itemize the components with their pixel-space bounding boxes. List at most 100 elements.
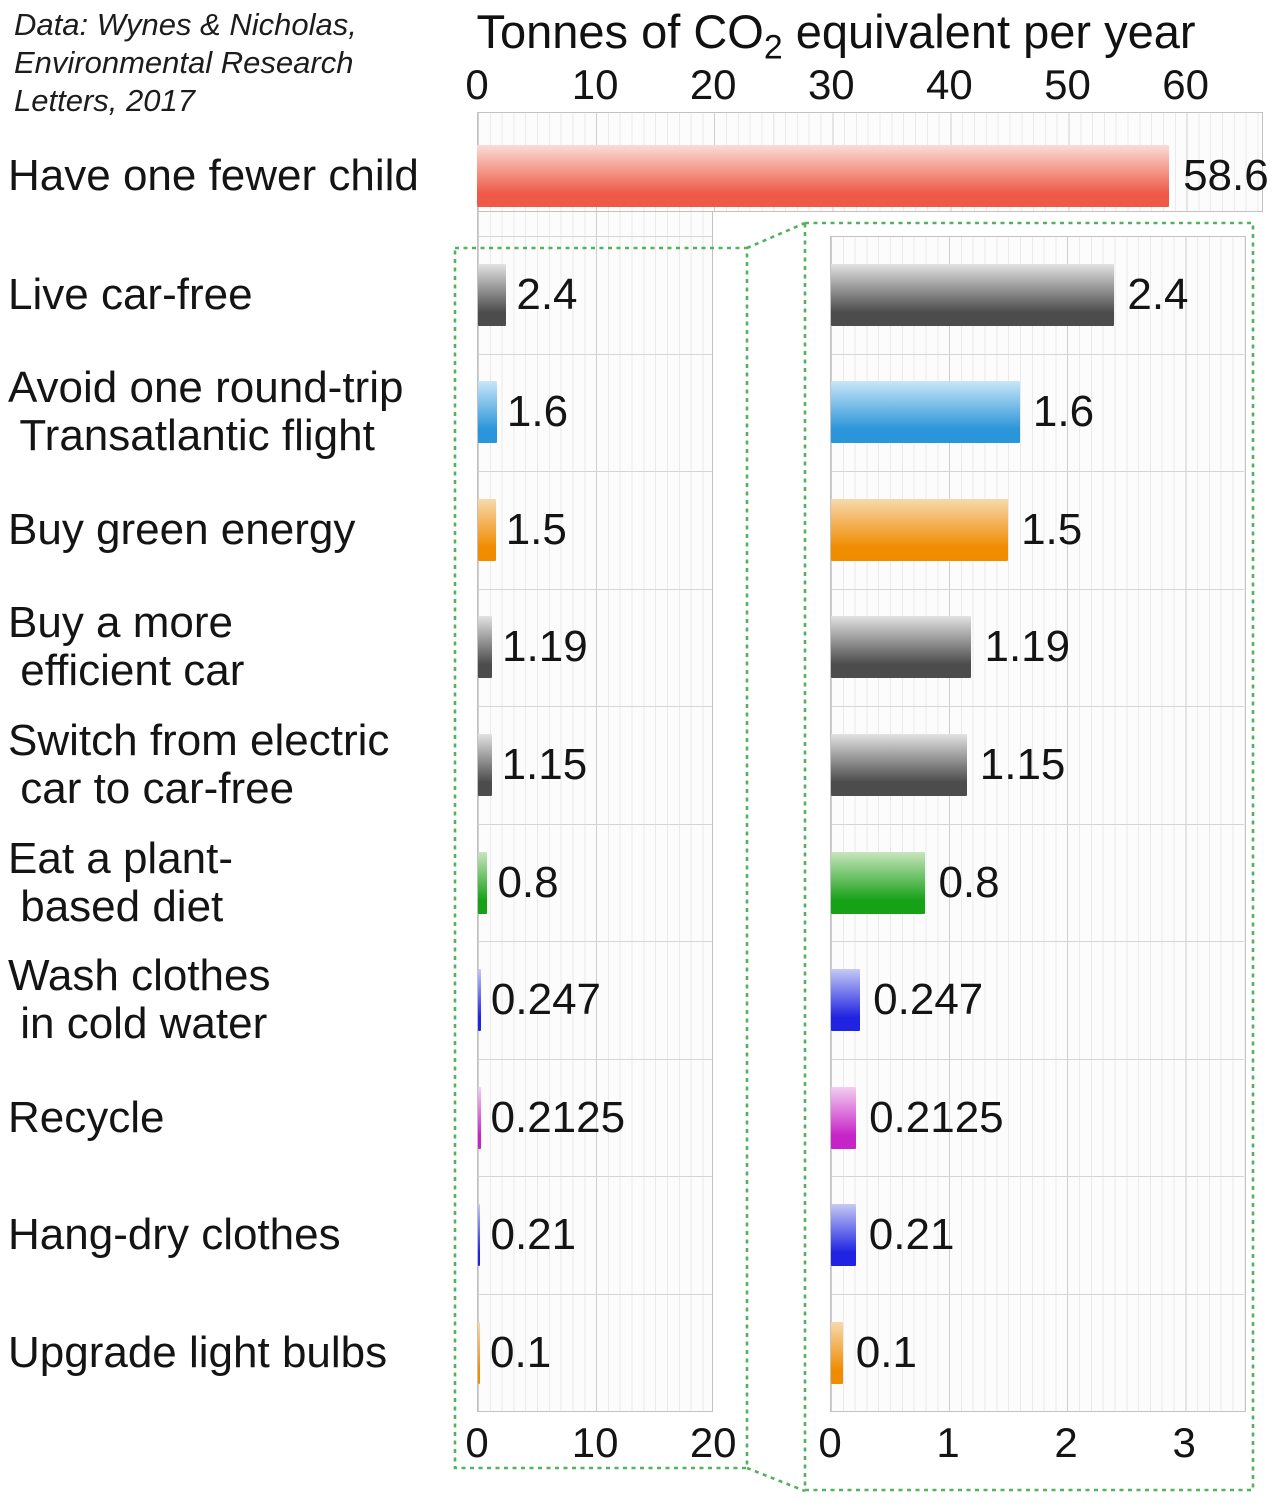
top-axis-tick-label: 40 xyxy=(926,61,973,108)
bar-main xyxy=(477,145,1170,207)
bar-value-label: 0.1 xyxy=(855,1327,917,1377)
bar-zoom-right xyxy=(831,263,1115,326)
bar-value-label: 0.2125 xyxy=(490,1092,626,1142)
chart-title: Tonnes of CO2 equivalent per year xyxy=(430,4,1242,67)
row-separator xyxy=(831,471,1244,473)
row-separator xyxy=(478,1176,712,1178)
bar-zoom-right xyxy=(831,1086,857,1149)
category-label-line: in cold water xyxy=(8,999,268,1049)
chart-title-subscript: 2 xyxy=(763,28,783,67)
bar-value-label: 0.8 xyxy=(497,857,559,907)
bar-value-label: 0.2125 xyxy=(869,1092,1004,1142)
bar-zoom-right xyxy=(831,498,1009,561)
row-separator xyxy=(831,1058,1244,1060)
zoom-right-axis-tick-label: 2 xyxy=(1054,1419,1078,1466)
category-label: Buy green energy xyxy=(8,504,356,554)
category-label-line: Live car-free xyxy=(8,269,253,319)
row-separator xyxy=(831,588,1244,590)
row-separator xyxy=(831,353,1244,355)
bar-zoom-right xyxy=(831,969,861,1032)
bar-zoom-right xyxy=(831,1204,856,1267)
top-axis-tick-label: 20 xyxy=(689,61,737,108)
row-separator xyxy=(831,823,1244,825)
category-label-line: Buy green energy xyxy=(8,504,356,554)
bar-zoom-left xyxy=(478,1086,481,1149)
category-label-line: Hang-dry clothes xyxy=(8,1210,341,1260)
bar-zoom-left xyxy=(478,381,497,444)
zoom-right-axis-tick-label: 3 xyxy=(1172,1419,1196,1466)
bar-value-label: 0.21 xyxy=(490,1210,577,1260)
zoom-right-axis-tick-label: 1 xyxy=(936,1419,960,1466)
row-separator xyxy=(478,1058,712,1060)
bar-zoom-right xyxy=(831,616,972,679)
bar-value-label: 1.19 xyxy=(502,622,588,672)
row-separator xyxy=(478,236,712,237)
bar-value-label: 1.5 xyxy=(1021,504,1083,554)
bar-zoom-right xyxy=(831,851,926,914)
category-label-line: Transatlantic flight xyxy=(8,411,375,461)
category-label: Eat a plant- based diet xyxy=(8,833,234,931)
category-label: Have one fewer child xyxy=(8,152,419,200)
row-separator xyxy=(478,471,712,473)
zoom-right-axis-tick-label: 0 xyxy=(818,1419,842,1466)
bar-value-label: 2.4 xyxy=(516,269,578,319)
category-label: Avoid one round-trip Transatlantic fligh… xyxy=(8,364,403,460)
row-separator xyxy=(831,706,1244,708)
bar-value-label: 0.8 xyxy=(938,857,1000,907)
top-axis-tick-label: 30 xyxy=(807,61,855,108)
row-separator xyxy=(478,588,712,590)
row-separator xyxy=(478,941,712,943)
category-label-line: Upgrade light bulbs xyxy=(8,1327,388,1377)
bar-zoom-right xyxy=(831,734,967,796)
category-label: Recycle xyxy=(8,1092,165,1142)
category-label-line: car to car-free xyxy=(8,764,295,813)
row-separator xyxy=(831,1293,1244,1295)
category-label-line: Recycle xyxy=(8,1092,165,1142)
bar-value-label: 0.21 xyxy=(868,1210,955,1260)
zoom-link-bottom-connector xyxy=(746,1466,806,1493)
category-label-line: Avoid one round-trip xyxy=(8,363,404,413)
bar-zoom-right xyxy=(831,381,1020,444)
bar-zoom-left xyxy=(478,498,496,561)
row-separator xyxy=(831,941,1244,943)
credit-line-1: Data: Wynes & Nicholas, xyxy=(14,7,357,42)
bar-zoom-left xyxy=(478,263,507,326)
bar-value-label: 1.5 xyxy=(505,504,567,554)
category-label: Hang-dry clothes xyxy=(8,1211,341,1259)
bar-zoom-left xyxy=(478,1204,481,1267)
category-label-line: Have one fewer child xyxy=(8,151,419,200)
zoom-left-axis-tick-label: 10 xyxy=(571,1419,619,1466)
bar-value-label: 1.15 xyxy=(501,740,588,789)
bar-zoom-right xyxy=(831,1321,843,1384)
category-label-line: Buy a more xyxy=(8,598,233,648)
category-label-line: Eat a plant- xyxy=(8,833,234,883)
bar-value-label: 1.19 xyxy=(984,622,1071,672)
category-label: Wash clothes in cold water xyxy=(8,952,270,1048)
row-separator xyxy=(831,1176,1244,1178)
zoom-left-axis-tick-label: 20 xyxy=(689,1419,737,1466)
category-label-line: Switch from electric xyxy=(8,716,390,765)
top-axis-tick-label: 10 xyxy=(571,61,619,108)
bar-value-label: 1.6 xyxy=(1032,387,1095,437)
category-label: Live car-free xyxy=(8,269,253,319)
bar-zoom-left xyxy=(478,969,481,1032)
top-axis-tick-label: 50 xyxy=(1044,61,1091,108)
row-separator xyxy=(478,706,712,708)
bar-value-label: 2.4 xyxy=(1127,269,1189,319)
top-axis-tick-label: 0 xyxy=(465,61,489,108)
bar-zoom-left xyxy=(478,1321,480,1384)
top-axis-tick-label: 60 xyxy=(1162,61,1209,108)
category-label: Buy a more efficient car xyxy=(8,599,244,695)
bar-value-label: 58.6 xyxy=(1183,151,1269,200)
bar-value-label: 1.6 xyxy=(506,387,569,437)
row-separator xyxy=(478,1293,712,1295)
bar-value-label: 1.15 xyxy=(979,740,1066,789)
bar-value-label: 0.247 xyxy=(873,975,984,1025)
zoom-left-axis-tick-label: 0 xyxy=(465,1419,489,1466)
row-separator xyxy=(478,823,712,825)
category-label: Switch from electric car to car-free xyxy=(8,717,389,813)
chart-title-pre: Tonnes of CO xyxy=(476,5,764,58)
zoom-link-top-connector xyxy=(746,221,806,250)
credit-line-2: Environmental Research xyxy=(14,45,354,80)
